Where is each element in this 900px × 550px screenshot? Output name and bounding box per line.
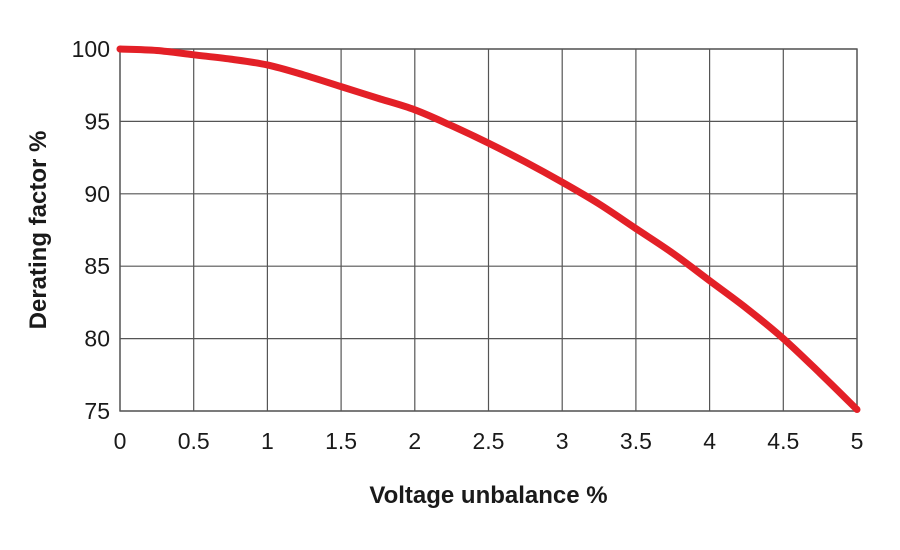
y-axis-title: Derating factor %: [25, 131, 52, 330]
y-tick-label: 100: [72, 36, 110, 62]
y-tick-labels: 100 95 90 85 80 75: [72, 36, 110, 424]
x-tick-label: 0: [114, 428, 127, 454]
y-tick-label: 90: [84, 181, 110, 207]
x-tick-label: 4: [703, 428, 716, 454]
y-tick-label: 75: [84, 398, 110, 424]
derating-curve-line: [116, 45, 861, 414]
x-tick-label: 0.5: [178, 428, 210, 454]
x-tick-label: 2.5: [473, 428, 505, 454]
x-tick-labels: 0 0.5 1 1.5 2 2.5 3 3.5 4 4.5 5: [114, 428, 864, 454]
x-tick-label: 3.5: [620, 428, 652, 454]
x-tick-label: 5: [851, 428, 864, 454]
x-tick-label: 1.5: [325, 428, 357, 454]
x-tick-label: 4.5: [767, 428, 799, 454]
grid: [119, 48, 858, 412]
x-axis-title: Voltage unbalance %: [369, 482, 607, 509]
x-tick-label: 2: [408, 428, 421, 454]
plot-area-frame: [119, 48, 858, 412]
x-tick-label: 3: [556, 428, 569, 454]
x-tick-label: 1: [261, 428, 274, 454]
y-tick-label: 95: [84, 108, 110, 134]
series-layer: [116, 45, 861, 414]
y-tick-label: 85: [84, 253, 110, 279]
y-tick-label: 80: [84, 326, 110, 352]
